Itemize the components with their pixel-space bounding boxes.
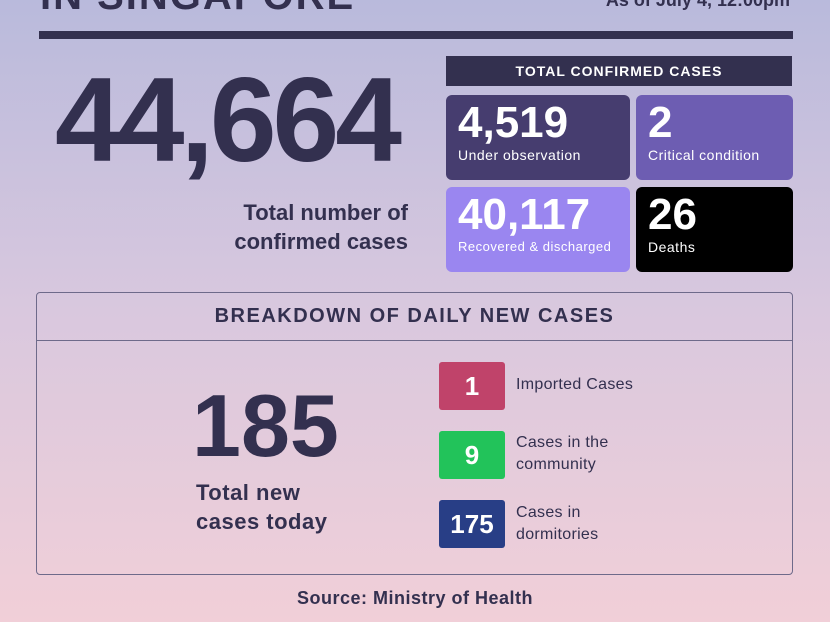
- source-note: Source: Ministry of Health: [296, 588, 534, 608]
- stat-label: Under observation: [458, 147, 581, 164]
- dormitories-badge: 175: [439, 500, 505, 548]
- stat-label: Critical condition: [648, 147, 760, 164]
- community-label: Cases in the community: [516, 434, 609, 473]
- stat-value: 26: [648, 190, 697, 239]
- imported-badge: 1: [439, 362, 505, 410]
- dormitories-label: Cases in dormitories: [516, 504, 599, 543]
- stat-label: Deaths: [648, 239, 696, 256]
- new-cases-caption: Total new cases today: [196, 480, 328, 534]
- stat-value: 4,519: [458, 98, 569, 147]
- community-badge: 9: [439, 431, 505, 479]
- stat-value: 40,117: [458, 190, 591, 239]
- new-cases-value: 185: [192, 376, 339, 475]
- breakdown-heading: BREAKDOWN OF DAILY NEW CASES: [37, 293, 792, 341]
- deaths-card: 26 Deaths: [636, 187, 793, 272]
- under-observation-card: 4,519 Under observation: [446, 95, 630, 180]
- breakdown-panel: BREAKDOWN OF DAILY NEW CASES: [36, 292, 793, 575]
- imported-label: Imported Cases: [516, 376, 634, 393]
- divider: [39, 31, 793, 39]
- page-title: IN SINGAPORE: [40, 0, 355, 19]
- critical-condition-card: 2 Critical condition: [636, 95, 793, 180]
- confirmed-heading: TOTAL CONFIRMED CASES: [446, 56, 792, 86]
- stat-label: Recovered & discharged: [458, 239, 612, 255]
- stat-value: 2: [648, 98, 673, 147]
- as-of-timestamp: As of July 4, 12:00pm: [605, 0, 790, 10]
- total-confirmed-value: 44,664: [55, 53, 402, 187]
- total-confirmed-caption: Total number of confirmed cases: [234, 200, 408, 254]
- recovered-card: 40,117 Recovered & discharged: [446, 187, 630, 272]
